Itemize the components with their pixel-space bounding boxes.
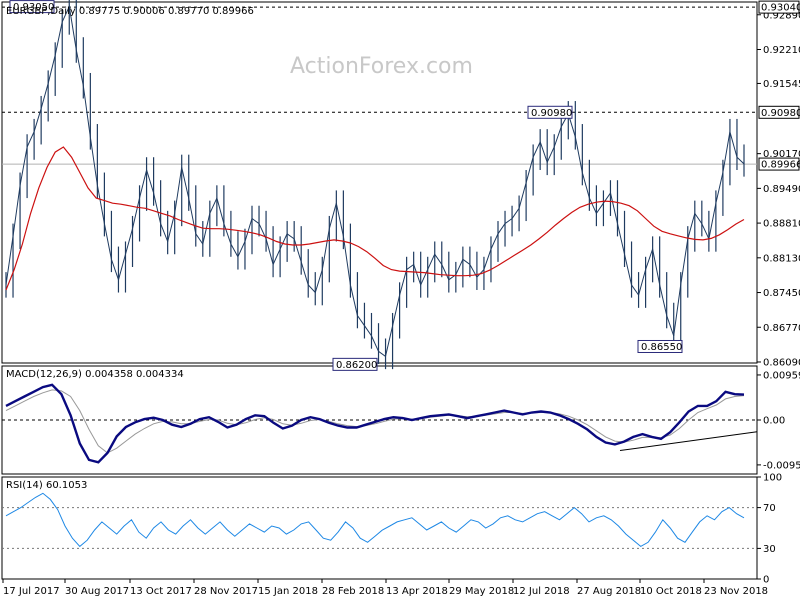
annotation-box-1 bbox=[332, 357, 378, 371]
x-tick-label-8: 12 Jul 2018 bbox=[513, 586, 570, 597]
macd-y-tick-label-0: 0.009593 bbox=[763, 370, 800, 381]
macd-trendline bbox=[619, 431, 758, 452]
x-tick-label-9: 27 Aug 2018 bbox=[577, 586, 641, 597]
x-tick-label-7: 29 May 2018 bbox=[449, 586, 514, 597]
moving-average-line bbox=[5, 146, 745, 291]
macd-y-tick-label-1: 0.00 bbox=[763, 416, 785, 427]
price-current-label: 0.89966 bbox=[761, 160, 800, 171]
annotation-box-3 bbox=[637, 339, 683, 353]
price-level-box-0 bbox=[758, 0, 800, 14]
macd-title: MACD(12,26,9) 0.004358 0.004334 bbox=[6, 369, 184, 380]
x-tick-label-5: 28 Feb 2018 bbox=[322, 586, 384, 597]
panel-frame-0 bbox=[1, 1, 758, 364]
annotation-label-0: 0.93050 bbox=[13, 2, 54, 13]
price-y-tick-label-2: 0.91545 bbox=[763, 79, 800, 90]
x-tick-label-6: 13 Apr 2018 bbox=[386, 586, 448, 597]
x-tick-label-10: 10 Oct 2018 bbox=[640, 586, 702, 597]
annotation-box-2 bbox=[527, 105, 573, 119]
rsi-y-tick-label-3: 0 bbox=[763, 575, 769, 586]
annotation-box-0 bbox=[9, 0, 55, 14]
annotation-label-3: 0.86550 bbox=[641, 342, 682, 353]
price-level-label-0: 0.93040 bbox=[761, 3, 800, 14]
rsi-y-tick-label-1: 70 bbox=[763, 503, 776, 514]
price-title: EURGBP,Daily 0.89775 0.90006 0.89770 0.8… bbox=[6, 6, 254, 17]
macd-y-tick-label-2: -0.009562 bbox=[763, 460, 800, 471]
x-tick-label-2: 13 Oct 2017 bbox=[130, 586, 192, 597]
watermark: ActionForex.com bbox=[290, 54, 473, 79]
price-level-label-1: 0.90980 bbox=[761, 108, 800, 119]
rsi-title: RSI(14) 60.1053 bbox=[6, 480, 87, 491]
x-tick-label-4: 15 Jan 2018 bbox=[258, 586, 318, 597]
annotation-label-2: 0.90980 bbox=[531, 108, 572, 119]
x-tick-label-0: 17 Jul 2017 bbox=[3, 586, 60, 597]
price-level-box-1 bbox=[758, 105, 800, 119]
x-tick-label-3: 28 Nov 2017 bbox=[194, 586, 258, 597]
rsi-line bbox=[5, 492, 745, 548]
price-current-box bbox=[758, 157, 800, 171]
rsi-y-tick-label-2: 30 bbox=[763, 544, 776, 555]
x-tick-label-11: 23 Nov 2018 bbox=[704, 586, 768, 597]
rsi-y-tick-label-0: 100 bbox=[763, 473, 782, 484]
x-tick-label-1: 30 Aug 2017 bbox=[65, 586, 129, 597]
annotation-label-1: 0.86200 bbox=[336, 360, 377, 371]
price-line bbox=[5, 4, 745, 358]
macd-line bbox=[5, 383, 745, 464]
panel-frame-2 bbox=[1, 476, 758, 580]
